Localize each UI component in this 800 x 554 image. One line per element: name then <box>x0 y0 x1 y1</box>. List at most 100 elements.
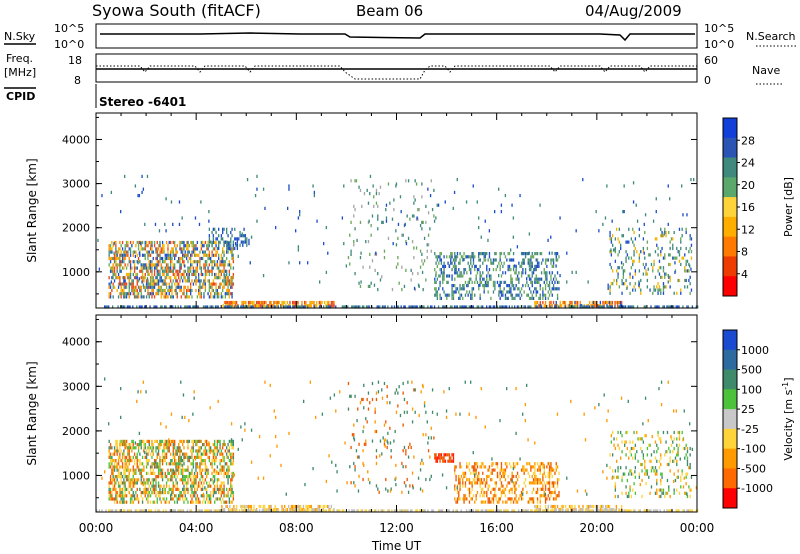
velocity-cell <box>403 509 405 513</box>
velocity-cell <box>527 462 529 466</box>
power-cell <box>406 214 408 218</box>
velocity-cell <box>656 482 658 486</box>
power-cell <box>435 255 437 259</box>
power-cell <box>514 264 516 268</box>
velocity-cell <box>436 459 439 463</box>
power-cell <box>555 305 557 309</box>
power-cell <box>536 258 539 262</box>
velocity-cell <box>274 504 276 509</box>
velocity-cell <box>157 475 160 479</box>
power-cell <box>591 305 593 309</box>
power-cell <box>610 305 612 309</box>
power-cell <box>165 256 168 261</box>
velocity-cell <box>188 475 191 479</box>
velocity-cell <box>120 471 122 475</box>
velocity-cell <box>144 494 146 498</box>
velocity-cell <box>231 446 233 450</box>
power-cell <box>635 203 637 207</box>
power-cell <box>503 280 505 284</box>
velocity-cell <box>191 455 193 459</box>
power-cell <box>476 268 479 272</box>
power-cell <box>240 305 242 309</box>
velocity-cell <box>685 443 687 447</box>
power-cell <box>174 266 176 270</box>
power-cell <box>426 243 428 247</box>
power-cell <box>535 258 537 262</box>
power-cell <box>650 305 652 309</box>
velocity-cell <box>147 452 149 456</box>
velocity-cell <box>476 481 479 485</box>
velocity-cell <box>175 452 177 456</box>
velocity-cell <box>220 500 223 504</box>
power-cell <box>216 288 219 293</box>
power-cell <box>185 305 187 309</box>
power-cell <box>486 280 488 284</box>
power-cell <box>438 261 440 265</box>
velocity-cell <box>176 475 178 479</box>
power-cell <box>182 250 184 254</box>
power-cell <box>355 305 357 309</box>
velocity-cell <box>678 437 681 441</box>
velocity-cell <box>348 509 350 513</box>
power-cell <box>574 305 576 309</box>
power-cell <box>658 285 661 289</box>
velocity-cell <box>560 508 563 512</box>
velocity-cell <box>191 500 193 504</box>
power-cell <box>657 288 659 292</box>
power-cell <box>470 271 472 275</box>
velocity-cell <box>527 500 529 504</box>
power-cell <box>262 300 264 305</box>
power-cell <box>672 246 674 251</box>
power-cell <box>137 256 140 261</box>
power-cell <box>515 264 517 268</box>
velocity-cell <box>299 509 301 513</box>
power-cell <box>400 210 402 214</box>
velocity-cell <box>186 487 188 491</box>
power-cell <box>508 290 511 294</box>
power-cell <box>109 244 112 248</box>
power-cell <box>204 266 207 270</box>
power-cell <box>614 237 617 241</box>
velocity-cell <box>504 462 507 466</box>
velocity-cell <box>116 475 118 479</box>
power-cell <box>244 240 247 244</box>
power-cell <box>200 285 203 289</box>
velocity-cell <box>229 509 231 513</box>
velocity-cell <box>164 452 166 456</box>
power-cell <box>440 258 443 262</box>
velocity-cell <box>231 491 233 495</box>
velocity-cell <box>141 500 144 504</box>
power-cell <box>528 274 531 278</box>
power-cell <box>226 244 228 248</box>
velocity-cell <box>226 471 228 475</box>
power-cell <box>559 216 561 220</box>
power-cell <box>443 290 445 294</box>
velocity-cell <box>132 475 134 479</box>
power-cell <box>227 276 229 280</box>
velocity-cell <box>186 475 188 479</box>
power-cell <box>498 284 500 288</box>
velocity-cell <box>172 443 174 447</box>
power-cell <box>186 256 188 261</box>
velocity-cell <box>688 485 690 489</box>
velocity-cell <box>144 446 146 450</box>
velocity-cell <box>214 462 216 466</box>
power-cell <box>161 269 164 273</box>
power-cell <box>324 300 326 305</box>
power-cell <box>249 305 251 309</box>
velocity-cell <box>413 388 415 392</box>
velocity-cell <box>484 490 487 495</box>
velocity-cell <box>382 436 384 440</box>
velocity-cell <box>542 494 544 498</box>
velocity-cell <box>614 488 617 492</box>
power-cell <box>199 266 201 270</box>
power-cell <box>212 282 215 286</box>
power-cell <box>211 285 213 289</box>
velocity-cell <box>133 494 136 498</box>
power-cell <box>294 300 297 305</box>
power-cell <box>634 237 637 241</box>
power-cell <box>556 293 559 297</box>
velocity-cell <box>641 450 643 454</box>
velocity-cell <box>456 484 459 488</box>
velocity-cell <box>191 446 193 450</box>
